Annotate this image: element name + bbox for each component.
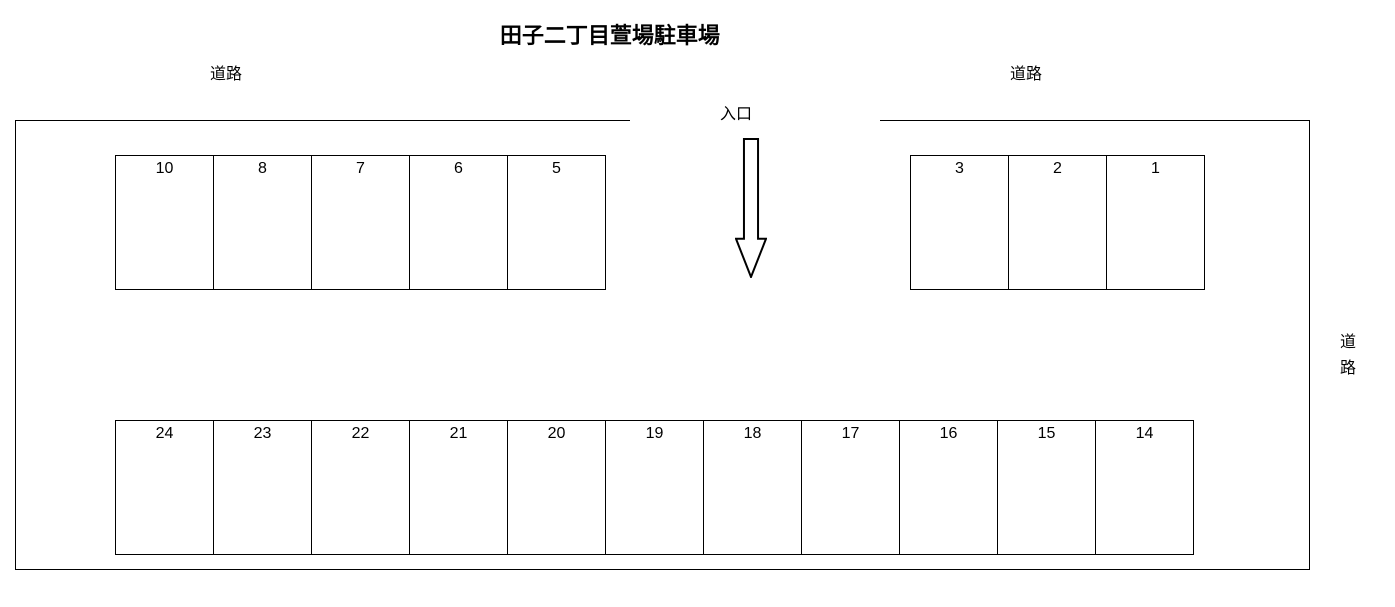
parking-slot: 19	[605, 420, 704, 555]
lot-border-top-right	[880, 120, 1310, 121]
parking-slot: 14	[1095, 420, 1194, 555]
parking-slot: 20	[507, 420, 606, 555]
road-label-char: 道	[1340, 330, 1356, 356]
parking-slot: 2	[1008, 155, 1107, 290]
lot-border-bottom	[15, 569, 1310, 570]
parking-slot-number: 10	[116, 160, 213, 178]
parking-slot-number: 2	[1009, 160, 1106, 178]
lot-border-top-left	[15, 120, 630, 121]
parking-slot-number: 6	[410, 160, 507, 178]
parking-slot-number: 18	[704, 425, 801, 443]
road-label: 道路	[210, 60, 242, 84]
parking-slot-number: 5	[508, 160, 605, 178]
parking-slot-number: 23	[214, 425, 311, 443]
road-label-char: 路	[1340, 356, 1356, 382]
parking-slot: 24	[115, 420, 214, 555]
parking-slot: 16	[899, 420, 998, 555]
parking-slot-number: 8	[214, 160, 311, 178]
parking-diagram: 田子二丁目萱場駐車場道路道路道路入口1087653212423222120191…	[0, 0, 1395, 607]
parking-slot-number: 22	[312, 425, 409, 443]
parking-slot-number: 14	[1096, 425, 1193, 443]
parking-slot: 8	[213, 155, 312, 290]
parking-slot-number: 15	[998, 425, 1095, 443]
parking-slot-number: 24	[116, 425, 213, 443]
parking-slot-number: 3	[911, 160, 1008, 178]
lot-border-left	[15, 120, 16, 570]
lot-border-right	[1309, 120, 1310, 570]
parking-slot-number: 17	[802, 425, 899, 443]
road-label: 道路	[1010, 60, 1042, 84]
entrance-arrow-icon	[735, 138, 767, 278]
parking-slot-number: 1	[1107, 160, 1204, 178]
road-label-right: 道路	[1340, 330, 1356, 381]
parking-slot: 22	[311, 420, 410, 555]
parking-slot: 10	[115, 155, 214, 290]
parking-slot: 5	[507, 155, 606, 290]
parking-slot: 7	[311, 155, 410, 290]
parking-slot-number: 21	[410, 425, 507, 443]
parking-slot: 17	[801, 420, 900, 555]
parking-slot: 21	[409, 420, 508, 555]
parking-slot-number: 7	[312, 160, 409, 178]
parking-slot: 18	[703, 420, 802, 555]
parking-slot-number: 19	[606, 425, 703, 443]
parking-slot: 3	[910, 155, 1009, 290]
parking-slot-number: 16	[900, 425, 997, 443]
parking-slot-number: 20	[508, 425, 605, 443]
diagram-title: 田子二丁目萱場駐車場	[500, 18, 720, 50]
entrance-label: 入口	[720, 100, 752, 124]
parking-slot: 15	[997, 420, 1096, 555]
parking-slot: 23	[213, 420, 312, 555]
parking-slot: 1	[1106, 155, 1205, 290]
parking-slot: 6	[409, 155, 508, 290]
